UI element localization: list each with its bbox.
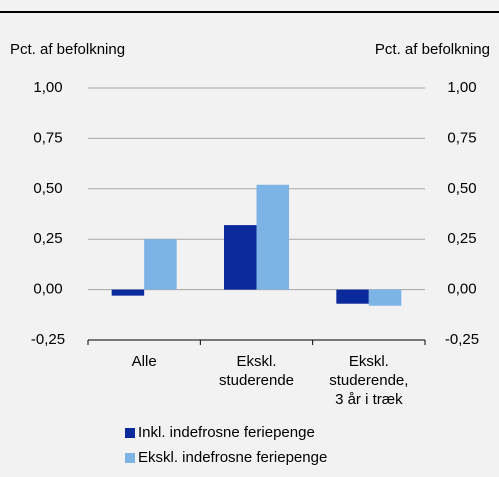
y-tick-label: 0,25 [33, 230, 62, 247]
y2-tick-label: 1,00 [447, 79, 476, 96]
y-tick-label: 0,50 [33, 180, 62, 197]
x-tick-label: 3 år i træk [335, 391, 403, 408]
y2-tick-label: 0,50 [447, 180, 476, 197]
bar [144, 239, 177, 290]
bar [336, 289, 369, 304]
bar [368, 289, 402, 306]
y-axis-label: Pct. af befolkning [10, 41, 125, 58]
bar [111, 289, 145, 296]
y2-tick-label: -0,25 [445, 331, 479, 348]
y-tick-label: 0,75 [33, 129, 62, 146]
legend-label: Inkl. indefrosne feriepenge [138, 424, 315, 441]
bar [224, 225, 257, 290]
bar [256, 184, 289, 290]
x-tick-label: Ekskl. [236, 353, 276, 370]
x-tick-label: Alle [132, 353, 157, 370]
y2-tick-label: 0,00 [447, 281, 476, 298]
y2-tick-label: 0,25 [447, 230, 476, 247]
x-tick-label: studerende [219, 372, 294, 389]
y2-axis-label: Pct. af befolkning [375, 41, 490, 58]
y-tick-label: -0,25 [31, 331, 65, 348]
y2-tick-label: 0,75 [447, 129, 476, 146]
legend-label: Ekskl. indefrosne feriepenge [138, 449, 327, 466]
y-tick-label: 1,00 [33, 79, 62, 96]
x-tick-label: Ekskl. [349, 353, 389, 370]
y-tick-label: 0,00 [33, 281, 62, 298]
legend-swatch [125, 428, 135, 438]
legend-swatch [125, 453, 135, 463]
x-tick-label: studerende, [329, 372, 408, 389]
